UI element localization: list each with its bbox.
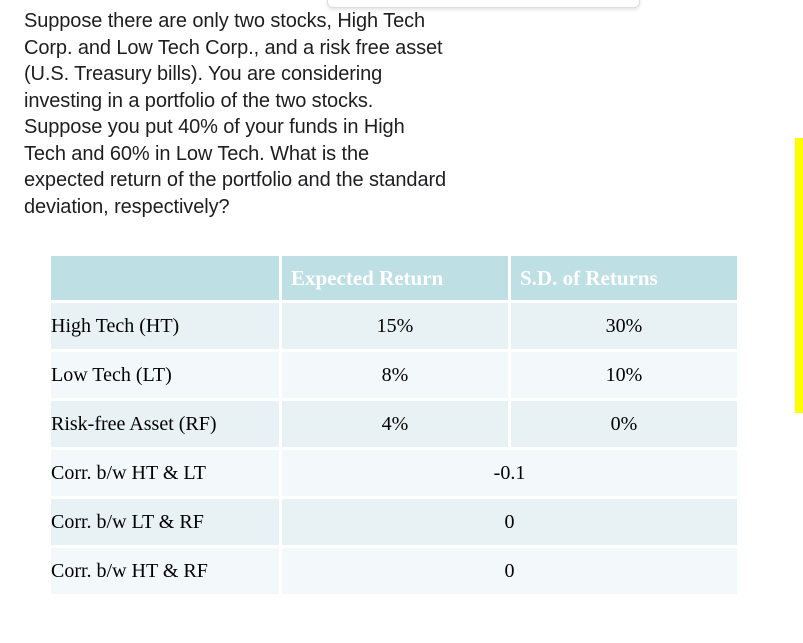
table-row-high-tech: High Tech (HT) 15% 30% [48,300,740,352]
expected-return-value: 8% [279,349,511,401]
table-header-row: Expected Return S.D. of Returns [48,253,740,303]
sd-value: 0% [508,398,740,450]
row-label: Corr. b/w LT & RF [48,496,282,548]
row-label: Risk-free Asset (RF) [48,398,282,450]
table-row-corr-lt-rf: Corr. b/w LT & RF 0 [48,496,740,548]
sd-value: 10% [508,349,740,401]
returns-table: Expected Return S.D. of Returns High Tec… [48,253,740,597]
returns-table-wrap: Expected Return S.D. of Returns High Tec… [48,253,740,597]
expected-return-value: 4% [279,398,511,450]
table-row-risk-free: Risk-free Asset (RF) 4% 0% [48,398,740,450]
sd-value: 30% [508,300,740,352]
top-card-edge [327,0,640,8]
highlight-bar [795,138,803,413]
question-text: Suppose there are only two stocks, High … [24,10,447,218]
table-row-corr-ht-rf: Corr. b/w HT & RF 0 [48,545,740,597]
table-header-sd-of-returns: S.D. of Returns [508,253,740,303]
row-label: High Tech (HT) [48,300,282,352]
correlation-value: 0 [279,545,740,597]
table-header-expected-return: Expected Return [279,253,511,303]
row-label: Corr. b/w HT & LT [48,447,282,499]
correlation-value: 0 [279,496,740,548]
row-label: Low Tech (LT) [48,349,282,401]
expected-return-value: 15% [279,300,511,352]
table-header-blank [48,253,282,303]
row-label: Corr. b/w HT & RF [48,545,282,597]
correlation-value: -0.1 [279,447,740,499]
table-row-corr-ht-lt: Corr. b/w HT & LT -0.1 [48,447,740,499]
table-row-low-tech: Low Tech (LT) 8% 10% [48,349,740,401]
